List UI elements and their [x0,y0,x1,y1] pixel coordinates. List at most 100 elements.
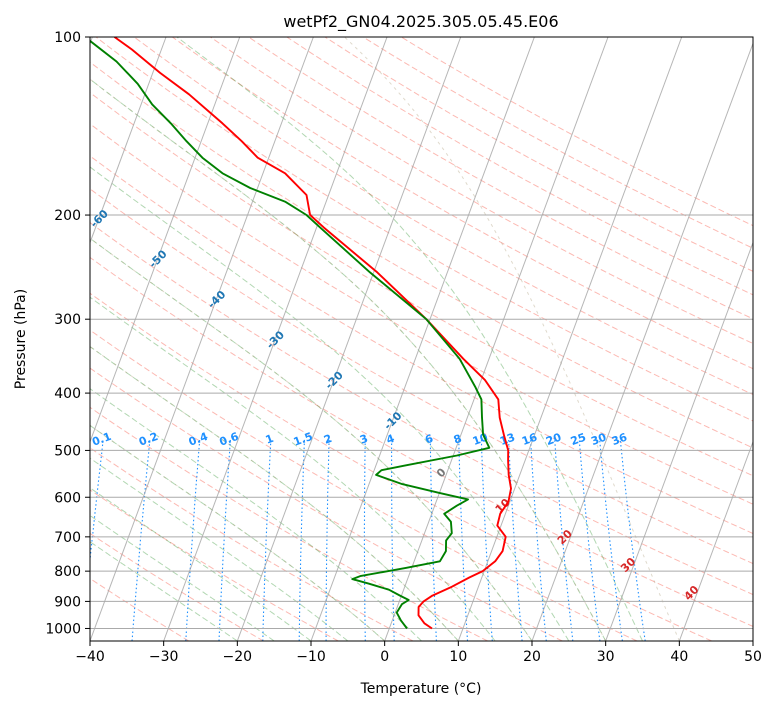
x-tick-label: 40 [670,649,688,665]
moist-adiabat [90,78,607,641]
x-tick-label: 0 [380,649,389,665]
mixing-ratio-line [508,439,523,641]
wet-bulb-label: 40 [682,583,702,603]
mixing-ratio-line [578,439,601,641]
moist-adiabat [90,388,422,641]
wet-bulb-curves [90,37,680,641]
mixing-ratio-label: 3 [358,432,370,447]
isotherm-line [457,37,683,641]
isotherm-line [384,37,609,641]
wet-bulb-curve [344,37,680,641]
y-tick-label: 600 [54,490,81,506]
isotherm-label: -70 [29,166,52,189]
mixing-ratio-line [458,439,469,641]
isotherm-label: -10 [381,409,404,432]
mixing-ratio-line [218,439,231,641]
sounding-series [90,37,512,630]
x-tick-label: 20 [523,649,541,665]
dry-adiabat [90,292,712,641]
wet-bulb-label: 20 [555,527,575,547]
dry-adiabat [90,256,753,627]
mixing-ratio-line [391,439,395,641]
isotherm-label: -30 [264,328,287,351]
mixing-ratio-label: 36 [610,430,629,448]
line-labels: 0.10.20.40.611.52346810131620253036-100-… [29,166,702,603]
x-tick-label: −20 [223,649,253,665]
mixing-ratio-label: 13 [498,431,517,448]
moist-adiabats [90,37,643,641]
dry-adiabat [400,37,753,227]
skewed-isotherms [90,37,753,641]
pressure-gridlines [90,37,753,629]
dry-adiabat [95,37,753,422]
moist-adiabat [90,237,533,641]
moist-adiabat [90,541,238,641]
y-tick-label: 1000 [45,621,81,637]
mixing-ratio-label: 4 [385,432,397,447]
isotherm-line [752,639,753,641]
mixing-ratio-line [90,439,104,565]
mixing-ratio-label: 1 [264,432,276,447]
mixing-ratio-line [262,439,272,641]
mixing-ratio-label: 20 [544,430,563,448]
y-tick-label: 500 [54,443,81,459]
isotherm-line [678,440,753,641]
mixing-ratio-label: 0.6 [218,430,241,449]
mixing-ratio-label: 16 [520,430,539,448]
x-tick-label: −40 [75,649,105,665]
moist-adiabat [176,37,643,641]
mixing-ratio-label: 10 [471,430,490,448]
y-tick-label: 800 [54,564,81,580]
dry-adiabat [90,489,339,641]
dry-adiabat [90,406,488,641]
dry-adiabat [248,37,753,320]
isotherm-line [163,37,388,641]
x-tick-label: −10 [296,649,326,665]
mixing-ratio-label: 6 [423,432,435,447]
mixing-ratio-label: 25 [569,431,588,448]
dry-adiabat [133,37,753,396]
isotherm-label: -50 [146,247,169,270]
wet-bulb-curve [90,237,533,641]
y-tick-label: 200 [54,208,81,224]
chart-title: wetPf2_GN04.2025.305.05.45.E06 [283,12,558,32]
mixing-ratio-label: 0.1 [90,430,113,449]
y-tick-label: 900 [54,594,81,610]
dry-adiabat [90,532,264,641]
dry-adiabat [286,37,753,296]
moist-adiabat [90,296,496,641]
x-tick-label: 10 [449,649,467,665]
mixing-ratio-line [429,439,437,641]
isotherm-label: -60 [88,207,111,230]
y-tick-label: 300 [54,312,81,328]
dry-adiabat [90,92,753,477]
y-tick-label: 100 [54,30,81,46]
isotherm-line [310,37,535,641]
mixing-ratio-line [325,439,330,641]
mixing-ratio-line [530,439,547,641]
x-tick-label: −30 [149,649,179,665]
mixing-ratio-lines [90,439,646,641]
mixing-ratio-label: 0.4 [187,430,210,449]
y-tick-label: 400 [54,386,81,402]
wet-bulb-curve [90,424,386,641]
y-tick-label: 700 [54,530,81,546]
mixing-ratio-line [131,439,151,641]
wet-bulb-label: 30 [618,555,638,575]
dry-adiabat [90,367,563,641]
dry-adiabat [210,37,753,345]
isotherm-line [236,37,462,641]
x-axis-label: Temperature (°C) [360,681,482,697]
mixing-ratio-line [599,439,623,641]
dry-adiabat [90,188,753,565]
temperature-line [113,37,512,630]
x-tick-label: 30 [597,649,615,665]
dry-adiabat [172,37,753,370]
dry-adiabat [90,61,753,449]
mixing-ratio-line [554,439,574,641]
plot-area: 0.10.20.40.611.52346810131620253036-100-… [29,37,753,641]
dry-adiabat [90,123,753,505]
mixing-ratio-label: 1.5 [292,430,315,449]
mixing-ratio-line [298,439,305,641]
isotherm-line [605,241,753,641]
